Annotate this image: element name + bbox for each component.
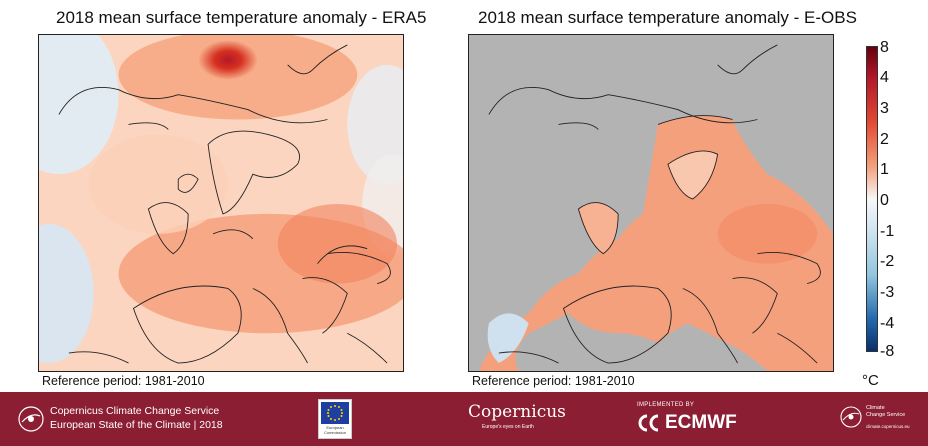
c3s-small-line2: Change Service: [866, 412, 906, 418]
colorbar-tick-neg8: -8: [880, 343, 895, 360]
era5-map-title: 2018 mean surface temperature anomaly - …: [56, 8, 427, 27]
colorbar-tick-2: 2: [880, 131, 889, 148]
colorbar-tick-neg3: -3: [880, 284, 895, 301]
c3s-small-logo: Climate Change Service climate.copernicu…: [838, 402, 918, 436]
colorbar-tick-8: 8: [880, 39, 889, 56]
copernicus-name: Copernicus: [468, 402, 566, 422]
copernicus-tagline: Europe's eyes on Earth: [482, 424, 534, 430]
footer-report-name: European State of the Climate | 2018: [50, 419, 223, 431]
c3s-small-logo-icon: [840, 406, 862, 428]
european-commission-logo: European Commission: [318, 399, 352, 439]
colorbar-tick-neg1: -1: [880, 223, 895, 240]
eu-flag-icon: [321, 402, 349, 424]
colorbar-tick-neg2: -2: [880, 253, 895, 270]
eobs-reference-period: Reference period: 1981-2010: [472, 374, 635, 388]
era5-reference-period: Reference period: 1981-2010: [42, 374, 205, 388]
temperature-colorbar: [866, 46, 878, 352]
footer-bar: Copernicus Climate Change Service Europe…: [0, 392, 928, 446]
colorbar-tick-0: 0: [880, 192, 889, 209]
colorbar-tick-neg4: -4: [880, 315, 895, 332]
copernicus-logo: Copernicus Europe's eyes on Earth: [462, 402, 566, 434]
ec-logo-text: European Commission: [323, 425, 346, 435]
eobs-anomaly-map: [468, 34, 834, 372]
colorbar-unit: °C: [862, 372, 879, 389]
colorbar-tick-1: 1: [880, 161, 889, 178]
era5-anomaly-map: [38, 34, 404, 372]
c3s-small-line1: Climate: [866, 405, 885, 411]
ecmwf-logo: IMPLEMENTED BY ECMWF: [632, 400, 742, 438]
implemented-by-label: IMPLEMENTED BY: [637, 402, 695, 408]
colorbar-tick-3: 3: [880, 100, 889, 117]
eobs-map-title: 2018 mean surface temperature anomaly - …: [478, 8, 857, 27]
c3s-logo-icon: [18, 406, 44, 432]
ecmwf-mark-icon: [638, 414, 659, 432]
ecmwf-name: ECMWF: [665, 412, 737, 433]
colorbar-tick-4: 4: [880, 69, 889, 86]
c3s-small-url: climate.copernicus.eu: [866, 424, 910, 429]
footer-service-name: Copernicus Climate Change Service: [50, 405, 220, 417]
